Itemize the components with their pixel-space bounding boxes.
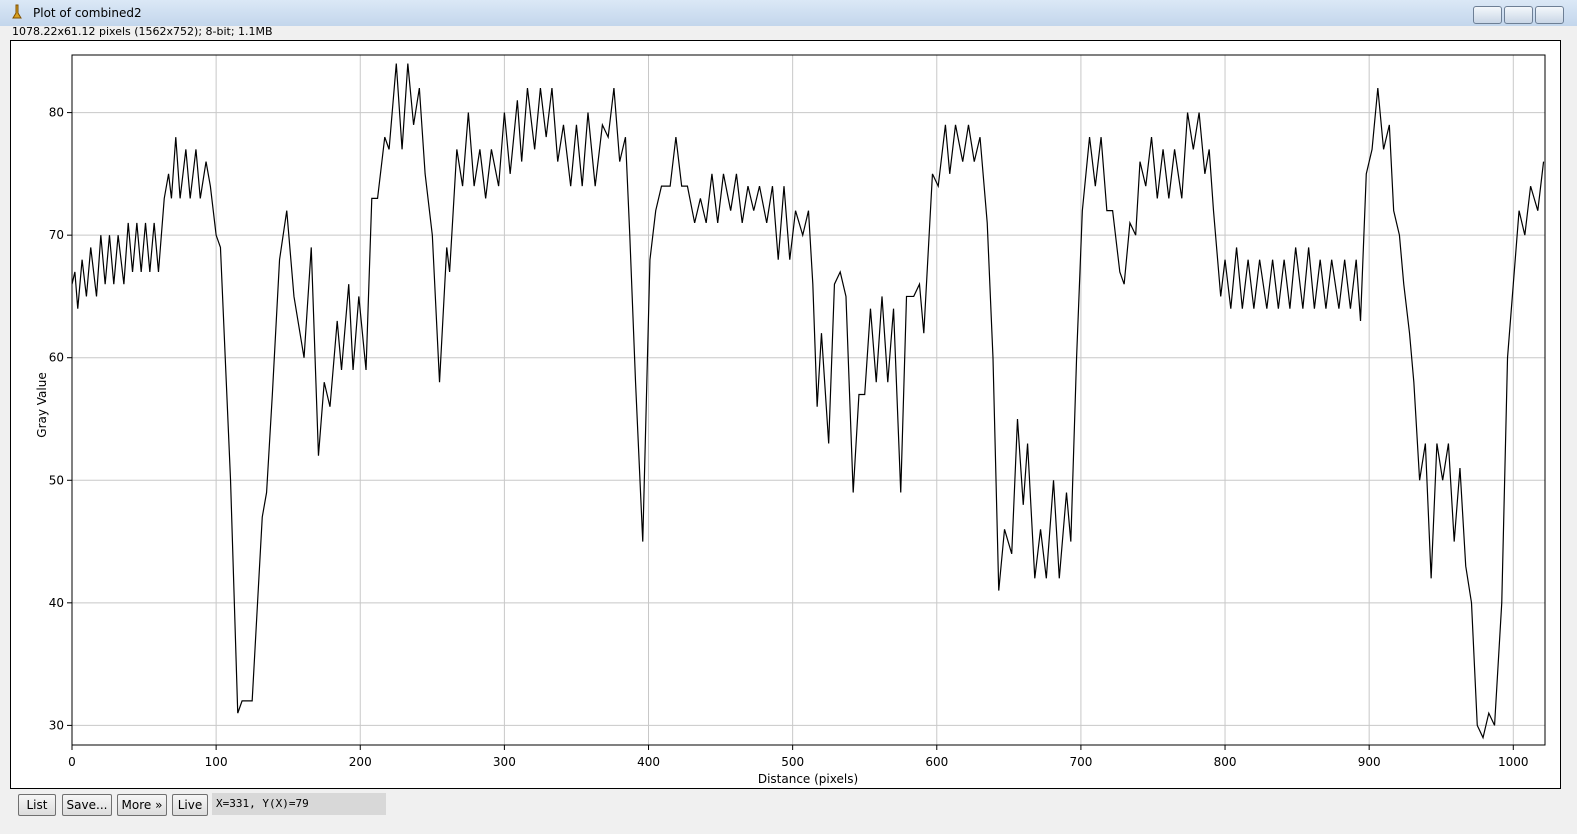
plot-frame xyxy=(10,40,1561,789)
status-field: X=331, Y(X)=79 xyxy=(212,793,386,815)
list-button[interactable]: List xyxy=(18,794,56,816)
x-tick-label: 600 xyxy=(925,755,948,769)
more-button[interactable]: More » xyxy=(117,794,167,816)
app-icon xyxy=(12,4,22,19)
profile-line xyxy=(71,63,1545,740)
x-tick-label: 200 xyxy=(349,755,372,769)
y-tick-label: 60 xyxy=(49,351,64,365)
x-tick-label: 500 xyxy=(781,755,804,769)
x-tick-label: 700 xyxy=(1069,755,1092,769)
x-tick-label: 800 xyxy=(1214,755,1237,769)
x-tick-label: 300 xyxy=(493,755,516,769)
x-tick-label: 900 xyxy=(1358,755,1381,769)
plot-area xyxy=(71,54,1546,746)
y-axis-label: Gray Value xyxy=(35,372,49,437)
minimize-button[interactable] xyxy=(1473,6,1502,24)
y-tick-label: 30 xyxy=(49,718,64,732)
y-tick-label: 50 xyxy=(49,473,64,487)
x-tick-label: 0 xyxy=(68,755,76,769)
x-tick-label: 1000 xyxy=(1498,755,1529,769)
x-tick-label: 400 xyxy=(637,755,660,769)
y-tick-label: 80 xyxy=(49,106,64,120)
restore-button[interactable] xyxy=(1504,6,1533,24)
y-tick-label: 70 xyxy=(49,228,64,242)
x-axis-label: Distance (pixels) xyxy=(758,772,858,786)
save-button[interactable]: Save... xyxy=(62,794,112,816)
chart: Distance (pixels) Gray Value 0 100 200 300 4… xyxy=(10,40,1561,789)
window-title: Plot of combined2 xyxy=(33,6,142,20)
close-button[interactable] xyxy=(1535,6,1564,24)
x-tick-label: 100 xyxy=(205,755,228,769)
y-tick-label: 40 xyxy=(49,596,64,610)
image-info: 1078.22x61.12 pixels (1562x752); 8-bit; … xyxy=(12,25,273,38)
title-bar: Plot of combined2 xyxy=(0,0,1577,26)
live-button[interactable]: Live xyxy=(172,794,208,816)
